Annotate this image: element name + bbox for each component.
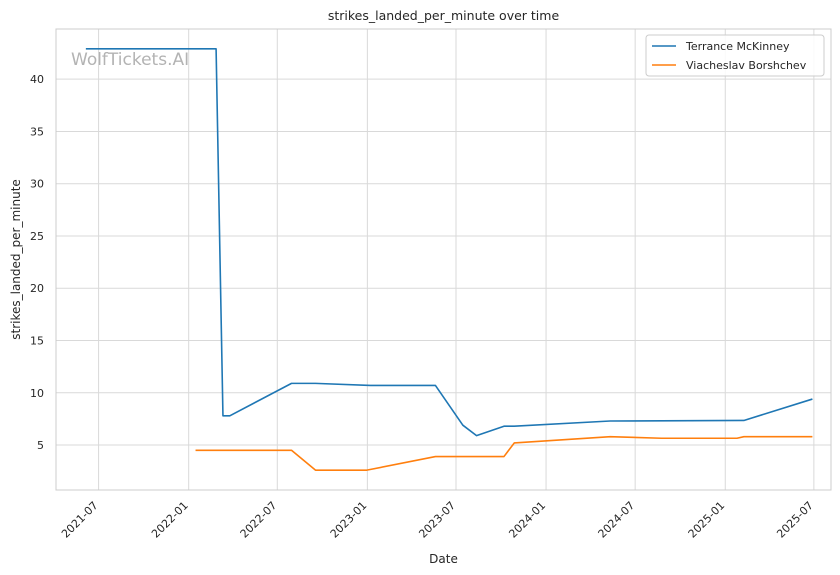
legend-box — [645, 34, 825, 77]
y-tick-label: 25 — [30, 230, 44, 243]
y-tick-label: 5 — [37, 439, 44, 452]
y-tick-label: 35 — [30, 125, 44, 138]
series-line-0 — [85, 48, 813, 437]
series-lines — [85, 48, 813, 471]
y-axis-ticks: 5 10 15 20 25 30 35 40 — [30, 73, 44, 452]
y-tick-label: 10 — [30, 387, 44, 400]
gridlines — [56, 29, 831, 490]
series-line-1 — [195, 435, 813, 471]
legend-label-1: Viacheslav Borshchev — [686, 59, 807, 72]
legend-label-0: Terrance McKinney — [685, 40, 790, 53]
watermark: WolfTickets.AI — [71, 50, 189, 70]
y-tick-label: 20 — [30, 282, 44, 295]
plot-area-frame — [55, 28, 832, 491]
chart-title: strikes_landed_per_minute over time — [328, 8, 560, 23]
y-tick-label: 15 — [30, 335, 44, 348]
y-axis-title: strikes_landed_per_minute — [9, 179, 23, 340]
legend: Terrance McKinney Viacheslav Borshchev — [645, 34, 825, 77]
y-tick-label: 40 — [30, 73, 44, 86]
x-axis-title: Date — [429, 552, 458, 566]
y-tick-label: 30 — [30, 178, 44, 191]
